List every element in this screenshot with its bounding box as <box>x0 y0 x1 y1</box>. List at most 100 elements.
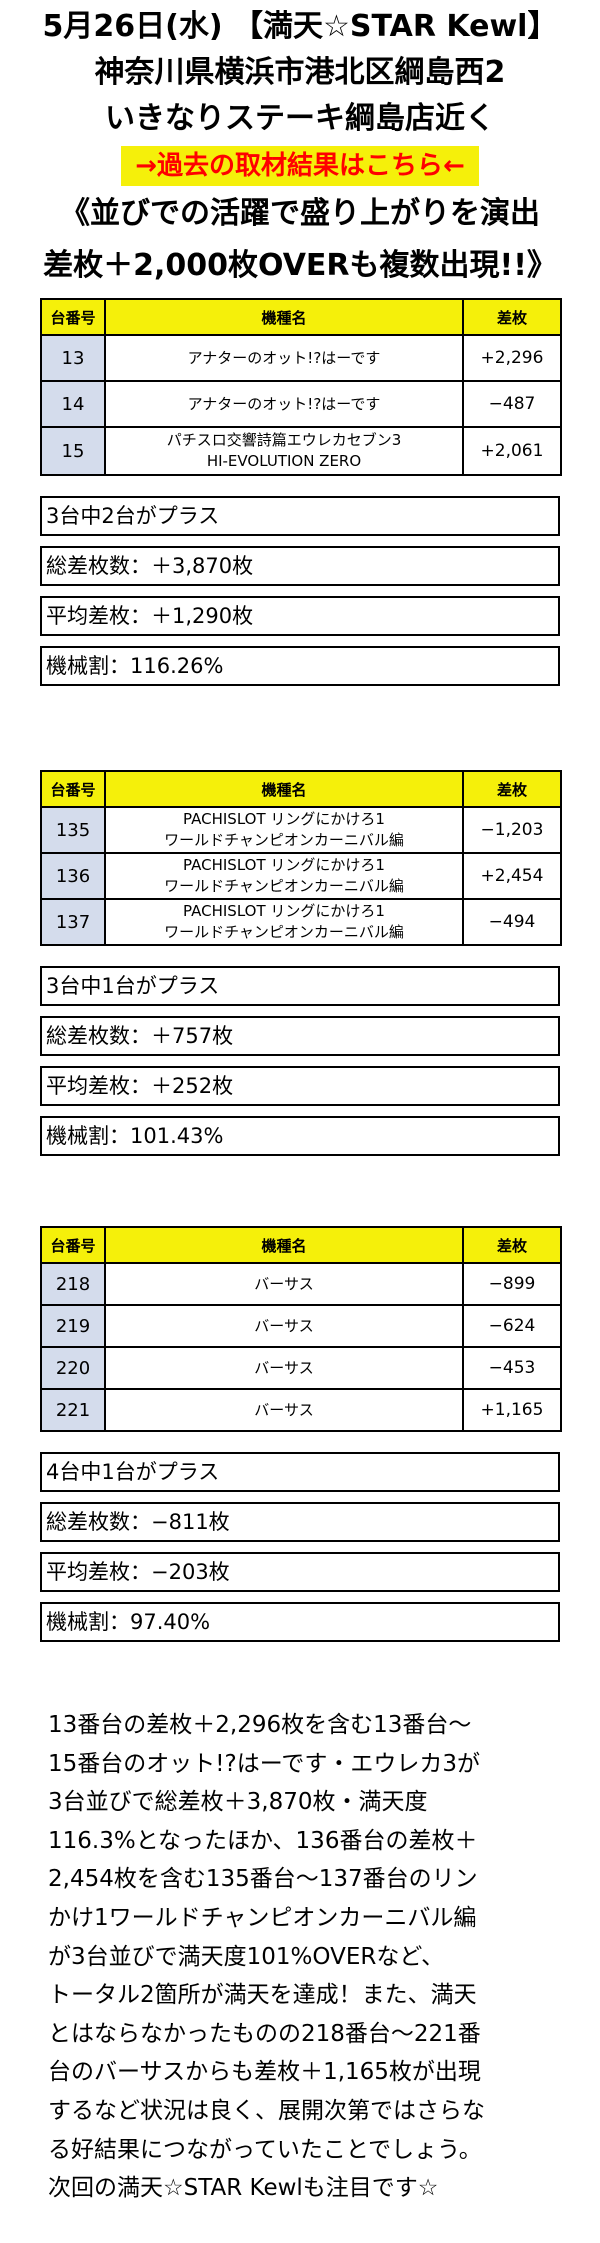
header-model: 機種名 <box>104 770 464 808</box>
average-diff-box: 平均差枚：＋1,290枚 <box>40 596 560 636</box>
table-header-row: 台番号 機種名 差枚 <box>40 770 562 808</box>
machine-name-line: PACHISLOT リングにかけろ1 <box>183 856 385 874</box>
total-diff-box: 総差枚数：−811枚 <box>40 1502 560 1542</box>
coin-diff: +2,296 <box>462 334 562 382</box>
machine-name-line: ワールドチャンピオンカーニバル編 <box>164 923 404 941</box>
machine-name-line: バーサス <box>254 1400 314 1419</box>
results-table: 台番号 機種名 差枚 13 アナターのオット!?はーです +2,296 14 ア… <box>40 298 562 476</box>
machine-name: パチスロ交響詩篇エウレカセブン3 HI-EVOLUTION ZERO <box>104 426 464 476</box>
paragraph-line: 15番台のオット!?はーです・エウレカ3が <box>48 1750 480 1777</box>
header-number: 台番号 <box>40 1226 106 1264</box>
machine-name: PACHISLOT リングにかけろ1 ワールドチャンピオンカーニバル編 <box>104 898 464 946</box>
average-diff-box: 平均差枚：＋252枚 <box>40 1066 560 1106</box>
machine-name: バーサス <box>104 1262 464 1306</box>
store-address: 神奈川県横浜市港北区綱島西2 <box>94 55 506 90</box>
machine-name-line: HI-EVOLUTION ZERO <box>206 452 362 470</box>
table-header-row: 台番号 機種名 差枚 <box>40 1226 562 1264</box>
machine-name-line: アナターのオット!?はーです <box>187 348 381 367</box>
coin-diff: +2,061 <box>462 426 562 476</box>
table-row: 15 パチスロ交響詩篇エウレカセブン3 HI-EVOLUTION ZERO +2,… <box>40 426 562 476</box>
machine-name: バーサス <box>104 1388 464 1432</box>
table-row: 218 バーサス −899 <box>40 1262 562 1306</box>
machine-name-line: バーサス <box>254 1274 314 1293</box>
paragraph-line: が3台並びで満天度101%OVERなど、 <box>48 1943 445 1970</box>
table-row: 14 アナターのオット!?はーです −487 <box>40 380 562 428</box>
machine-number: 219 <box>40 1304 106 1348</box>
result-group-3: 台番号 機種名 差枚 218 バーサス −899 219 バーサス −624 2… <box>40 1226 562 1642</box>
paragraph-line: 2,454枚を含む135番台〜137番台のリン <box>48 1866 478 1893</box>
header-number: 台番号 <box>40 298 106 336</box>
machine-number: 137 <box>40 898 106 946</box>
header-model: 機種名 <box>104 298 464 336</box>
total-diff-box: 総差枚数：＋757枚 <box>40 1016 560 1056</box>
past-results-link-wrap: →過去の取材結果はこちら← <box>0 146 600 186</box>
coin-diff: −1,203 <box>462 806 562 854</box>
machine-name-line: ワールドチャンピオンカーニバル編 <box>164 877 404 895</box>
machine-name-line: PACHISLOT リングにかけろ1 <box>183 902 385 920</box>
results-table: 台番号 機種名 差枚 135 PACHISLOT リングにかけろ1 ワールドチャン… <box>40 770 562 946</box>
machine-name: アナターのオット!?はーです <box>104 380 464 428</box>
machine-number: 136 <box>40 852 106 900</box>
article-header: 5月26日(水) 【満天☆STAR Kewl】 神奈川県横浜市港北区綱島西2 い… <box>0 0 600 290</box>
payout-rate-box: 機械割：116.26% <box>40 646 560 686</box>
machine-name-line: バーサス <box>254 1316 314 1335</box>
table-row: 219 バーサス −624 <box>40 1304 562 1348</box>
result-group-1: 台番号 機種名 差枚 13 アナターのオット!?はーです +2,296 14 ア… <box>40 298 562 686</box>
coin-diff: −624 <box>462 1304 562 1348</box>
date-store-title: 5月26日(水) 【満天☆STAR Kewl】 <box>42 9 558 44</box>
table-row: 221 バーサス +1,165 <box>40 1388 562 1432</box>
paragraph-line: 13番台の差枚＋2,296枚を含む13番台〜 <box>48 1712 472 1738</box>
machine-number: 220 <box>40 1346 106 1390</box>
total-diff-box: 総差枚数：＋3,870枚 <box>40 546 560 586</box>
header-diff: 差枚 <box>462 298 562 336</box>
payout-rate-box: 機械割：101.43% <box>40 1116 560 1156</box>
paragraph-line: とはならなかったものの218番台〜221番 <box>48 2020 481 2047</box>
machine-name-line: バーサス <box>254 1358 314 1377</box>
coin-diff: −494 <box>462 898 562 946</box>
plus-count-box: 4台中1台がプラス <box>40 1452 560 1492</box>
plus-count-box: 3台中2台がプラス <box>40 496 560 536</box>
paragraph-line: 次回の満天☆STAR Kewlも注目です☆ <box>48 2175 439 2202</box>
machine-name-line: PACHISLOT リングにかけろ1 <box>183 810 385 828</box>
machine-name-line: アナターのオット!?はーです <box>187 394 381 413</box>
machine-number: 218 <box>40 1262 106 1306</box>
machine-name: PACHISLOT リングにかけろ1 ワールドチャンピオンカーニバル編 <box>104 806 464 854</box>
table-header-row: 台番号 機種名 差枚 <box>40 298 562 336</box>
header-number: 台番号 <box>40 770 106 808</box>
results-table: 台番号 機種名 差枚 218 バーサス −899 219 バーサス −624 2… <box>40 1226 562 1432</box>
table-row: 137 PACHISLOT リングにかけろ1 ワールドチャンピオンカーニバル編 −… <box>40 898 562 946</box>
plus-count-box: 3台中1台がプラス <box>40 966 560 1006</box>
coin-diff: +1,165 <box>462 1388 562 1432</box>
paragraph-line: するなど状況は良く、展開次第ではさらな <box>48 2097 485 2124</box>
coin-diff: −899 <box>462 1262 562 1306</box>
table-row: 136 PACHISLOT リングにかけろ1 ワールドチャンピオンカーニバル編 +… <box>40 852 562 900</box>
table-row: 220 バーサス −453 <box>40 1346 562 1390</box>
coin-diff: −453 <box>462 1346 562 1390</box>
paragraph-line: 3台並びで総差枚＋3,870枚・満天度 <box>48 1789 428 1816</box>
header-diff: 差枚 <box>462 1226 562 1264</box>
machine-name: アナターのオット!?はーです <box>104 334 464 382</box>
paragraph-line: 116.3%となったほか、136番台の差枚＋ <box>48 1827 478 1854</box>
paragraph-line: 台のバーサスからも差枚＋1,165枚が出現 <box>48 2059 481 2086</box>
past-results-link[interactable]: →過去の取材結果はこちら← <box>121 146 479 186</box>
machine-number: 135 <box>40 806 106 854</box>
machine-number: 14 <box>40 380 106 428</box>
paragraph-line: トータル2箇所が満天を達成！また、満天 <box>48 1982 477 2009</box>
machine-name: バーサス <box>104 1346 464 1390</box>
machine-number: 13 <box>40 334 106 382</box>
average-diff-box: 平均差枚：−203枚 <box>40 1552 560 1592</box>
payout-rate-box: 機械割：97.40% <box>40 1602 560 1642</box>
catchphrase-line-1: 《並びでの活躍で盛り上がりを演出 <box>60 196 540 231</box>
paragraph-line: る好結果につながっていたことでしょう。 <box>48 2136 482 2163</box>
summary-paragraph: 13番台の差枚＋2,296枚を含む13番台〜 15番台のオット!?はーです・エウ… <box>48 1706 568 2208</box>
table-row: 135 PACHISLOT リングにかけろ1 ワールドチャンピオンカーニバル編 −… <box>40 806 562 854</box>
machine-number: 15 <box>40 426 106 476</box>
header-model: 機種名 <box>104 1226 464 1264</box>
table-row: 13 アナターのオット!?はーです +2,296 <box>40 334 562 382</box>
machine-name-line: ワールドチャンピオンカーニバル編 <box>164 831 404 849</box>
machine-name: PACHISLOT リングにかけろ1 ワールドチャンピオンカーニバル編 <box>104 852 464 900</box>
result-group-2: 台番号 機種名 差枚 135 PACHISLOT リングにかけろ1 ワールドチャン… <box>40 770 562 1156</box>
machine-name: バーサス <box>104 1304 464 1348</box>
catchphrase-line-2: 差枚＋2,000枚OVERも複数出現!!》 <box>43 248 557 283</box>
store-landmark: いきなりステーキ綱島店近く <box>105 101 495 136</box>
